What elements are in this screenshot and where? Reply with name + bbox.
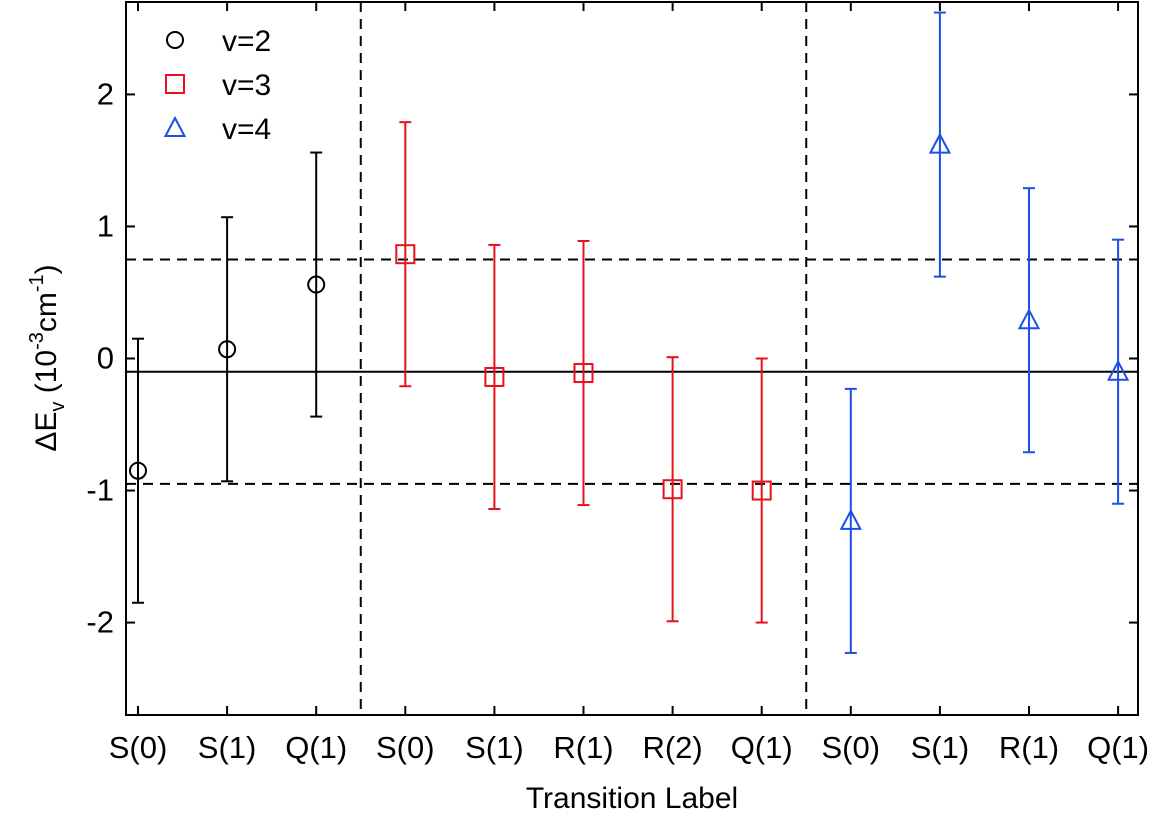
y-title-close: )	[30, 264, 63, 274]
x-tick-label: Q(1)	[285, 730, 347, 765]
data-point-marker	[839, 508, 862, 530]
x-axis-title: Transition Label	[526, 782, 738, 815]
y-tick-label: 2	[97, 76, 114, 111]
data-point-marker	[1106, 359, 1130, 381]
data-point-marker	[218, 340, 237, 359]
data-series	[129, 11, 1130, 654]
legend-marker-v=2	[166, 31, 184, 49]
y-tick-label: 1	[97, 208, 114, 243]
y-tick-label: -2	[86, 605, 114, 640]
x-tick-label: Q(1)	[731, 730, 793, 765]
legend: v=2 v=3 v=4	[163, 25, 271, 146]
y-title-exponent-1: -3	[26, 332, 48, 350]
y-title-main: ΔE	[30, 412, 63, 452]
x-tick-label: R(1)	[999, 730, 1059, 765]
reference-lines	[126, 258, 1138, 485]
x-tick-label: S(0)	[376, 730, 435, 765]
x-tick-label: S(1)	[911, 730, 970, 765]
y-axis-title: ΔEv (10-3cm-1)	[26, 264, 69, 451]
legend-label: v=2	[222, 25, 271, 58]
data-point-marker	[484, 366, 505, 387]
y-title-exponent-2: -1	[26, 274, 48, 292]
y-title-unit: cm	[30, 292, 63, 332]
data-point-marker	[1017, 308, 1041, 330]
data-point-marker	[307, 275, 326, 294]
x-tick-label: Q(1)	[1087, 730, 1149, 765]
data-point-marker	[129, 461, 147, 480]
x-tick-label: S(1)	[198, 730, 257, 765]
y-tick-label: 0	[97, 341, 114, 376]
legend-label: v=3	[222, 69, 271, 102]
legend-marker-v=3	[165, 74, 185, 94]
x-tick-label: R(2)	[642, 730, 702, 765]
x-tick-label: S(0)	[822, 730, 881, 765]
legend-label: v=4	[222, 113, 271, 146]
data-point-marker	[395, 244, 416, 265]
data-point-marker	[928, 132, 952, 154]
y-axis-ticks: -2 -1 0 1 2	[86, 76, 1138, 640]
series-v=2	[129, 151, 326, 604]
series-v=4	[839, 11, 1130, 654]
y-title-open: (10	[30, 350, 63, 402]
x-axis-ticks: S(0) S(1) Q(1) S(0) S(1) R(1) R(2) Q(1) S(0) S(1)…	[109, 2, 1149, 765]
data-point-marker	[573, 363, 594, 384]
series-v=3	[395, 121, 772, 624]
plot-frame	[125, 1, 1139, 716]
legend-marker-v=4	[163, 115, 187, 137]
data-point-marker	[662, 479, 683, 500]
x-tick-label: S(1)	[465, 730, 524, 765]
y-tick-label: -1	[86, 473, 114, 508]
x-tick-label: R(1)	[553, 730, 613, 765]
data-point-marker	[751, 480, 772, 501]
x-tick-label: S(0)	[109, 730, 168, 765]
y-title-subscript: v	[47, 402, 69, 412]
